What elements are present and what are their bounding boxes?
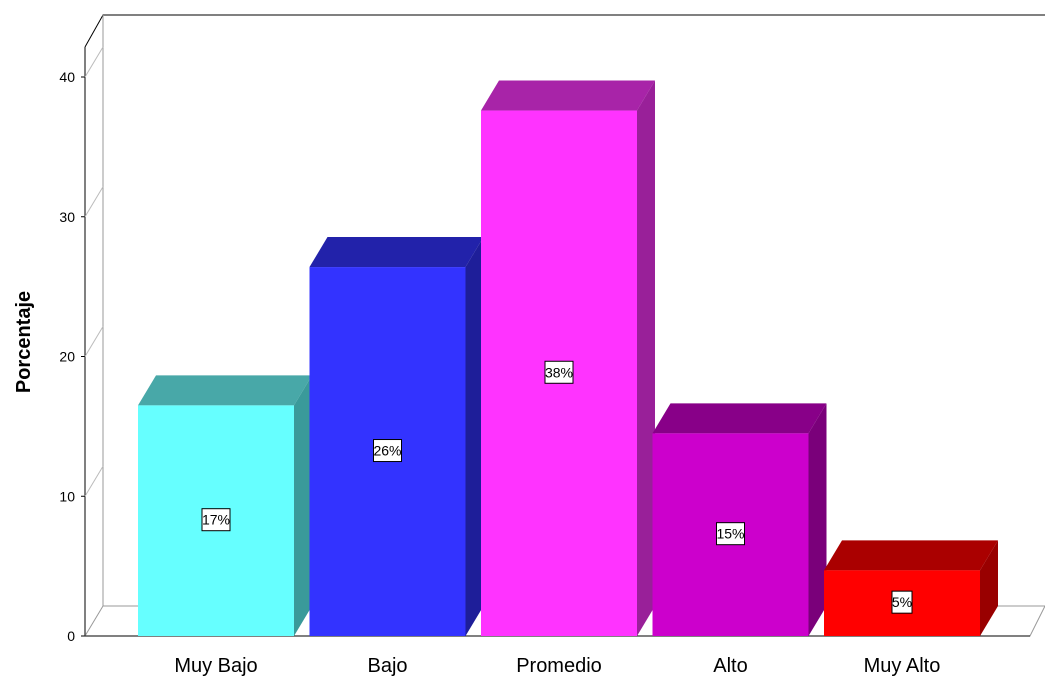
bar-muy-alto: 5% [824,540,998,636]
data-label: 26% [373,443,401,459]
x-tick-label: Promedio [516,655,602,677]
bar-side-face [980,540,998,636]
bar-promedio: 38% [481,80,655,637]
y-tick-label: 20 [59,349,75,365]
data-label-box [201,508,231,532]
bar-side-face [294,375,312,636]
y-tick-label: 10 [59,488,75,504]
bar-top-face [309,237,484,268]
data-label-box [891,590,913,614]
data-label-box [716,522,745,546]
y-depth-line [84,186,104,218]
bar-top-face [824,540,998,571]
bar-muy-bajo: 17% [138,375,312,636]
bars: 17% 26% 38% 15% 5% [138,80,998,637]
data-label: 15% [716,526,744,542]
data-label: 38% [545,364,573,380]
bar-bajo: 26% [309,237,484,636]
x-tick-label: Muy Alto [864,655,941,677]
bar-top-face [481,80,655,111]
bar-side-face [808,403,827,636]
bar-side-face [465,237,484,636]
data-label-box [544,360,574,384]
y-tick-label: 30 [59,209,75,225]
x-axis: Muy Bajo Bajo Promedio Alto Muy Alto [174,655,940,677]
y-depth-line [84,465,104,497]
data-label-box [373,439,402,463]
y-axis-label: Porcentaje [13,291,35,393]
y-tick-label: 40 [59,69,75,85]
bar-top-face [138,375,312,406]
y-depth-line [84,326,104,357]
data-label: 5% [892,594,912,610]
x-tick-label: Alto [713,655,747,677]
y-axis: 0 10 20 30 40 [59,46,104,644]
x-tick-label: Bajo [367,655,407,677]
bar-alto: 15% [652,403,827,636]
bar-side-face [637,80,655,637]
x-tick-label: Muy Bajo [174,655,257,677]
y-depth-line [84,46,104,78]
data-label: 17% [202,512,230,528]
bar-top-face [652,403,827,434]
y-tick-label: 0 [67,628,75,644]
frame-top-edge [84,14,1045,48]
